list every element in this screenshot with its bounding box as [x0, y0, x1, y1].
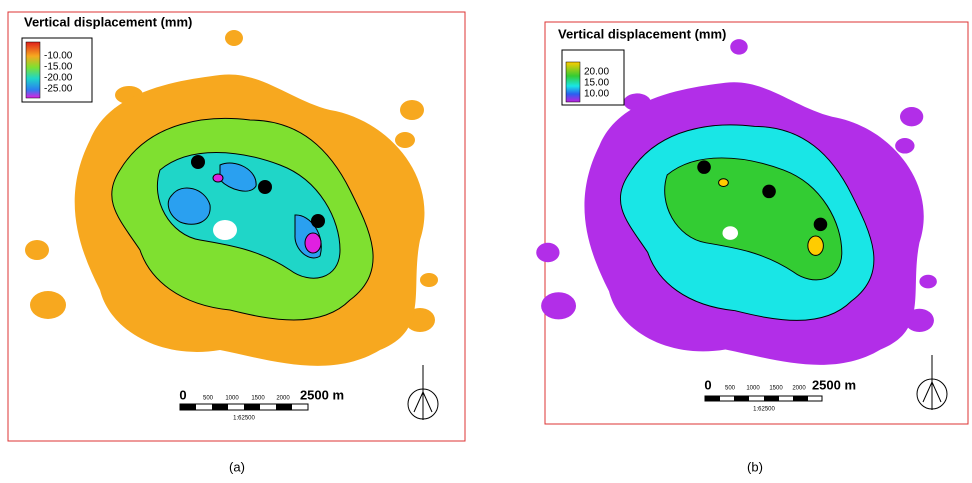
- scale-segment: [734, 396, 749, 401]
- map-body: [536, 39, 937, 365]
- scale-segment: [793, 396, 808, 401]
- scale-segment: [705, 396, 720, 401]
- scale-bar: 0 500 1000 1500 2000 2500 m 1:62500: [179, 387, 344, 421]
- scale-label: 500: [203, 396, 214, 402]
- panel-a: Vertical displacement (mm) -10.00 -15.00…: [7, 11, 466, 442]
- north-arrow: [916, 355, 948, 410]
- point: [311, 214, 325, 228]
- legend-bar: [565, 61, 581, 103]
- north-arrow: [407, 365, 439, 420]
- scale-label: 500: [725, 386, 736, 392]
- hole: [213, 220, 237, 240]
- hole: [722, 226, 739, 240]
- legend-label: -20.00: [44, 73, 73, 84]
- legend-label: -25.00: [44, 84, 73, 95]
- panel-label: (b): [747, 459, 763, 474]
- scale-label: 2500 m: [300, 387, 344, 402]
- scale-ratio: 1:62500: [753, 407, 775, 413]
- point: [191, 155, 205, 169]
- scale-label: 2500 m: [812, 377, 856, 392]
- scale-segment: [212, 404, 228, 410]
- scale-label: 1000: [225, 396, 239, 402]
- scale-label: 0: [704, 377, 711, 392]
- scale-segment: [180, 404, 196, 410]
- scale-label: 2000: [792, 386, 806, 392]
- legend-label: 20.00: [584, 67, 609, 78]
- legend-label: 15.00: [584, 78, 609, 89]
- legend-label: 10.00: [584, 89, 609, 100]
- scale-label: 1000: [746, 386, 760, 392]
- legend-bar: [25, 41, 41, 99]
- point: [762, 184, 776, 199]
- scale-ratio: 1:62500: [233, 416, 255, 422]
- scale-label: 0: [179, 387, 186, 402]
- legend-label: -10.00: [44, 51, 73, 62]
- scale-bar: 0 500 1000 1500 2000 2500 m 1:62500: [704, 377, 856, 412]
- scale-label: 1500: [251, 396, 265, 402]
- panel-b: Vertical displacement (mm) 20.00 15.00 1…: [536, 21, 969, 425]
- scale-segment: [244, 404, 260, 410]
- point: [258, 180, 272, 194]
- scale-label: 1500: [769, 386, 783, 392]
- panel-label: (a): [229, 459, 245, 474]
- map-title: Vertical displacement (mm): [558, 26, 726, 41]
- point: [697, 160, 711, 174]
- legend-label: -15.00: [44, 62, 73, 73]
- point: [813, 217, 828, 232]
- scale-label: 2000: [276, 396, 290, 402]
- scale-segment: [276, 404, 292, 410]
- map-title: Vertical displacement (mm): [24, 14, 192, 29]
- scale-segment: [764, 396, 779, 401]
